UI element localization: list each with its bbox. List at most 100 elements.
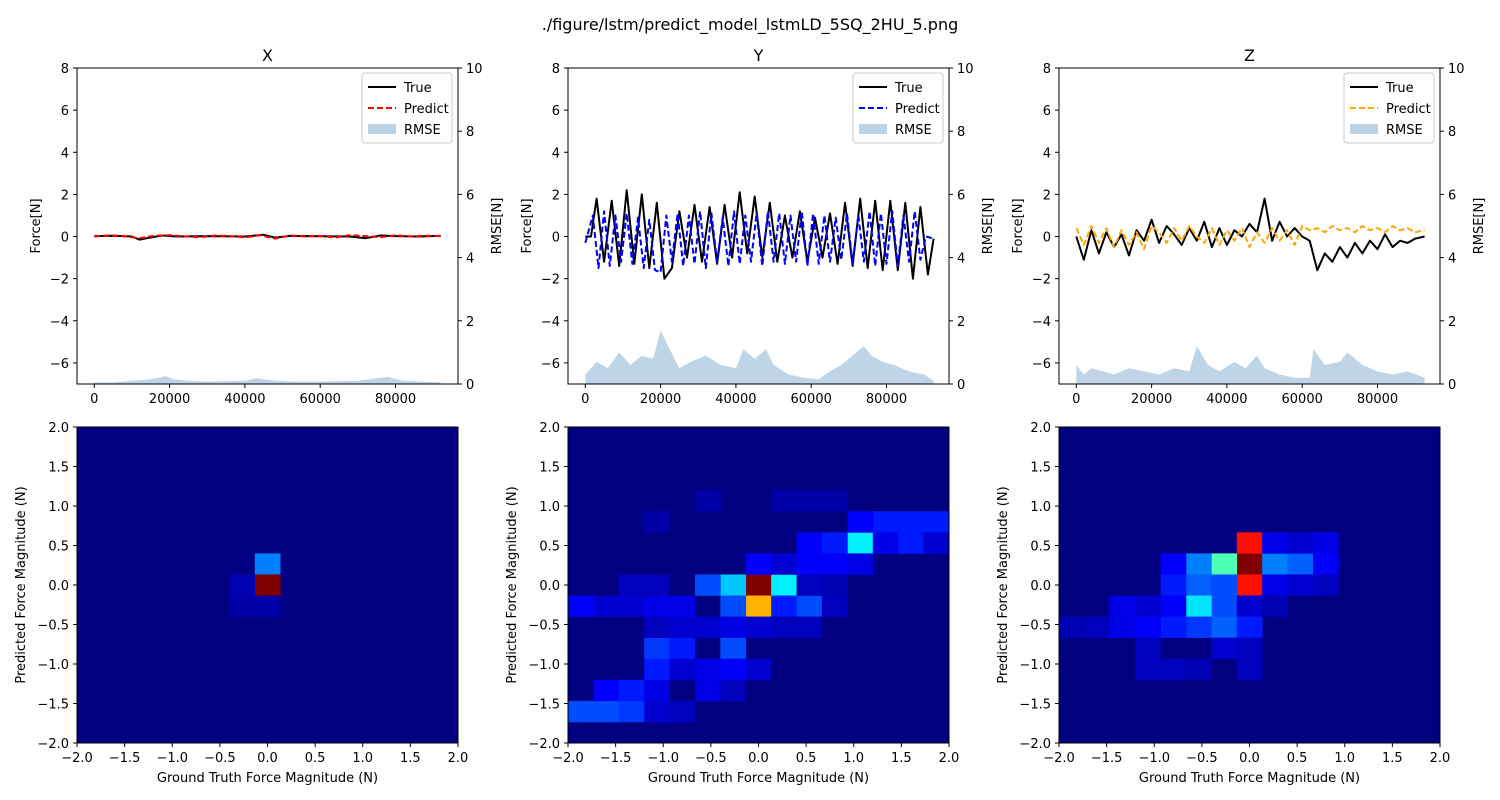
heatmap-cell <box>822 574 848 596</box>
x-tick-label: −1.0 <box>1138 751 1170 766</box>
y-tick-label: −2.0 <box>528 737 560 752</box>
y-tick-label: 0.5 <box>48 540 69 555</box>
heatmap-cell <box>1186 553 1212 575</box>
heatmap-cell <box>1262 553 1288 575</box>
legend-label: True <box>1385 81 1414 96</box>
x-tick-label: 20000 <box>1131 392 1172 407</box>
x-tick-label: 1.5 <box>891 751 912 766</box>
x-tick-label: 1.0 <box>1334 751 1355 766</box>
heatmap-cell <box>1287 532 1314 554</box>
heatmap-cell <box>1287 574 1314 596</box>
heatmap-cell <box>254 553 281 575</box>
chart-title: Z <box>1244 46 1255 65</box>
heatmap-cell <box>923 511 950 533</box>
heatmap-cell <box>1313 574 1339 596</box>
y2-axis-label: RMSE[N] <box>1472 198 1487 255</box>
heatmap-cell <box>618 595 645 617</box>
y-tick-label: −2.0 <box>37 737 69 752</box>
y-tick-label: −0.5 <box>528 619 560 634</box>
y-tick-label: 1.5 <box>539 461 560 476</box>
heatmap-cell <box>669 616 696 638</box>
legend: True Predict RMSE <box>852 72 944 144</box>
x-tick-label: 60000 <box>1282 392 1323 407</box>
heatmap-cell <box>1084 616 1111 638</box>
x-tick-label: 40000 <box>1206 392 1247 407</box>
y-tick-label: 6 <box>61 104 69 119</box>
heatmap-cell <box>644 637 670 660</box>
heatmap-cell <box>1262 574 1288 596</box>
heatmap-cell <box>229 574 256 596</box>
heatmap-cell <box>796 595 823 617</box>
y-tick-label: 2.0 <box>1030 421 1051 436</box>
x-tick-label: 0.0 <box>748 751 769 766</box>
heatmap-cell <box>822 553 848 575</box>
x-tick-label: 1.5 <box>1382 751 1403 766</box>
y-tick-label: −2 <box>1032 273 1051 288</box>
y-tick-label: −2.0 <box>1019 737 1051 752</box>
heatmap-cell <box>695 490 721 512</box>
heatmap-cell <box>229 595 256 617</box>
heatmap-cell <box>720 637 747 660</box>
x-tick-label: 2.0 <box>448 751 469 766</box>
x-tick-label: −0.5 <box>204 751 236 766</box>
legend-label: Predict <box>404 102 449 117</box>
y-tick-label: 1.0 <box>48 500 69 515</box>
series-rmse-area <box>1076 346 1425 384</box>
y-tick-label: 0.5 <box>1030 540 1051 555</box>
x-tick-label: −2.0 <box>1043 751 1075 766</box>
x-axis-label: Ground Truth Force Magnitude (N) <box>1139 771 1360 786</box>
y-tick-label: 4 <box>1043 146 1051 161</box>
x-tick-label: 0 <box>581 392 589 407</box>
heatmap-cell <box>254 595 281 617</box>
heatmap-cell <box>644 616 670 638</box>
figure-suptitle: ./figure/lstm/predict_model_lstmLD_5SQ_2… <box>542 15 959 35</box>
plot-area <box>1075 197 1425 384</box>
heatmap-cell <box>1135 637 1161 660</box>
y2-tick-label: 6 <box>1448 188 1456 203</box>
y2-tick-label: 6 <box>957 188 965 203</box>
series-true-line <box>1075 197 1425 272</box>
heatmap-cell <box>745 553 772 575</box>
heatmap-cell <box>618 574 645 596</box>
y-tick-label: 0 <box>552 231 560 246</box>
heatmap-cell <box>695 574 721 596</box>
y2-tick-label: 2 <box>466 315 474 330</box>
y-tick-label: 4 <box>552 146 560 161</box>
y-axis-label: Force[N] <box>1011 198 1026 253</box>
y2-tick-label: 0 <box>1448 378 1456 393</box>
plot-frame <box>1058 67 1441 385</box>
y2-tick-label: 8 <box>957 125 965 140</box>
heatmap-cell <box>898 532 924 554</box>
y-tick-label: 0 <box>61 231 69 246</box>
y-tick-label: 0 <box>1043 231 1051 246</box>
heatmap-cell <box>1160 595 1187 617</box>
y-tick-label: −4 <box>541 315 560 330</box>
y-axis-label: Predicted Force Magnitude (N) <box>505 486 520 683</box>
heatmap-cell <box>1135 658 1161 681</box>
heatmap-cell <box>644 679 670 702</box>
heatmap-cell <box>1287 553 1314 575</box>
heatmap-cell <box>1160 616 1187 638</box>
y2-tick-label: 10 <box>1448 62 1465 77</box>
x-tick-label: 40000 <box>715 392 756 407</box>
x-tick-label: 0 <box>90 392 98 407</box>
series-predict-line <box>94 234 441 240</box>
heatmap-cell <box>745 658 772 681</box>
y-tick-label: 6 <box>552 104 560 119</box>
heatmap-cell <box>745 616 772 638</box>
series-true-line <box>94 233 441 241</box>
heatmap-cell <box>796 616 823 638</box>
chart-title: Y <box>753 46 764 65</box>
heatmap-cell <box>1211 616 1238 638</box>
y-tick-label: −1.0 <box>37 658 69 673</box>
heatmap-cell <box>1109 595 1136 617</box>
x-tick-label: −1.0 <box>156 751 188 766</box>
y-tick-label: 1.5 <box>1030 461 1051 476</box>
x-tick-label: 0.5 <box>796 751 817 766</box>
y2-tick-label: 2 <box>957 315 965 330</box>
heatmap-cell <box>618 700 645 723</box>
y-tick-label: 8 <box>1043 62 1051 77</box>
y-tick-label: 0.5 <box>539 540 560 555</box>
heatmap-cell <box>644 595 670 617</box>
